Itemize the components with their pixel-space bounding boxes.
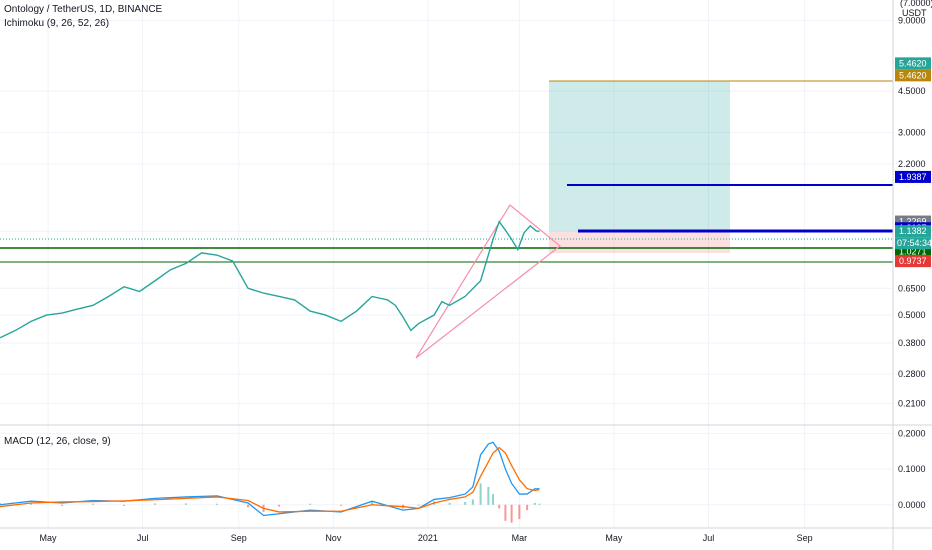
y-tick-label: 0.5000 bbox=[898, 310, 926, 320]
macd-histogram-bar bbox=[518, 504, 521, 520]
macd-histogram-bar bbox=[417, 504, 420, 506]
macd-histogram-bar bbox=[464, 501, 467, 505]
macd-panel: 0.2000 0.1000 0.0000 bbox=[0, 428, 926, 523]
macd-histogram-bar bbox=[247, 504, 250, 508]
y-tick-label: 4.5000 bbox=[898, 86, 926, 96]
y-tick-label: 2.2000 bbox=[898, 159, 926, 169]
chart-title: Ontology / TetherUS, 1D, BINANCE bbox=[4, 4, 163, 15]
macd-indicator-label[interactable]: MACD (12, 26, close, 9) bbox=[4, 436, 111, 447]
loss-zone bbox=[549, 231, 730, 253]
macd-histogram-bar bbox=[504, 504, 507, 521]
price-series bbox=[0, 220, 540, 339]
x-tick-label: Jul bbox=[137, 533, 149, 543]
macd-histogram-bar bbox=[448, 503, 451, 505]
macd-y-tick-label: 0.0000 bbox=[898, 500, 926, 510]
x-tick-label: Mar bbox=[512, 533, 528, 543]
macd-histogram-bar bbox=[185, 503, 188, 505]
x-tick-label: Nov bbox=[325, 533, 342, 543]
macd-histogram-bar bbox=[278, 504, 281, 507]
price-line bbox=[0, 220, 540, 339]
macd-histogram-bar bbox=[492, 494, 495, 505]
macd-histogram-bar bbox=[340, 504, 343, 506]
target-badge-green bbox=[895, 57, 931, 70]
green-level-badge-text: 1.0271 bbox=[899, 247, 927, 257]
y-tick-label: 0.2800 bbox=[898, 369, 926, 379]
macd-histogram-bar bbox=[526, 504, 529, 511]
macd-histogram-bar bbox=[471, 499, 474, 505]
countdown-badge bbox=[895, 237, 931, 250]
macd-histogram-bar bbox=[216, 503, 219, 505]
x-tick-label: Sep bbox=[231, 533, 247, 543]
macd-histogram-bar bbox=[533, 503, 536, 505]
y-tick-label: 0.2100 bbox=[898, 398, 926, 408]
macd-histogram-bar bbox=[309, 503, 312, 505]
y-tick-label: 0.6500 bbox=[898, 283, 926, 293]
x-tick-label: May bbox=[605, 533, 623, 543]
blue-high-badge bbox=[895, 170, 931, 183]
stop-loss-badge bbox=[895, 255, 931, 268]
macd-series-macd bbox=[0, 441, 540, 517]
macd-histogram-bar bbox=[538, 503, 541, 505]
target-badge-gold bbox=[895, 69, 931, 82]
last-price-badge bbox=[895, 225, 931, 238]
macd-y-tick-label: 0.2000 bbox=[898, 428, 926, 438]
triangle-pattern bbox=[415, 204, 561, 359]
x-tick-label: Jul bbox=[703, 533, 715, 543]
ichimoku-indicator-label[interactable]: Ichimoku (9, 26, 52, 26) bbox=[4, 18, 110, 29]
macd-histogram-bar bbox=[371, 501, 374, 505]
macd-histogram-bar bbox=[30, 503, 33, 505]
y-tick-label: 9.0000 bbox=[898, 15, 926, 25]
macd-histogram-bar bbox=[0, 503, 1, 505]
currency-label: USDT bbox=[902, 8, 927, 18]
macd-histogram-bar bbox=[510, 504, 513, 523]
stop-loss-badge-text: 0.9737 bbox=[899, 256, 927, 266]
target-badge-green-text: 5.4620 bbox=[899, 58, 927, 68]
y-tick-label: 3.0000 bbox=[898, 127, 926, 137]
x-tick-label: May bbox=[40, 533, 58, 543]
macd-histogram-bar bbox=[92, 503, 95, 505]
macd-histogram-bar bbox=[487, 486, 490, 505]
macd-histogram-bar bbox=[498, 504, 501, 509]
macd-histogram-bar bbox=[154, 503, 157, 505]
macd-y-tick-label: 0.1000 bbox=[898, 464, 926, 474]
macd-series-signal bbox=[0, 446, 540, 513]
macd-histogram-bar bbox=[123, 504, 126, 506]
macd-histogram-bar bbox=[479, 483, 482, 505]
y-tick-label-top: (7.0000) bbox=[900, 0, 932, 8]
x-tick-label: 2021 bbox=[418, 533, 438, 543]
profit-zone bbox=[549, 81, 730, 231]
macd-histogram-bar bbox=[61, 504, 64, 506]
blue-high-badge-text: 1.9387 bbox=[899, 172, 927, 182]
target-badge-gold-text: 5.4620 bbox=[899, 70, 927, 80]
x-tick-label: Sep bbox=[797, 533, 813, 543]
y-tick-label: 0.3800 bbox=[898, 338, 926, 348]
last-price-badge-text: 1.1382 bbox=[899, 226, 927, 236]
grid-lines bbox=[0, 0, 893, 528]
gray-level-badge-text: 1.2269 bbox=[899, 217, 927, 227]
price-badges: 5.46205.46201.93871.22691.21871.13821.02… bbox=[895, 57, 932, 268]
countdown-text: 07:54:34 bbox=[897, 238, 932, 248]
